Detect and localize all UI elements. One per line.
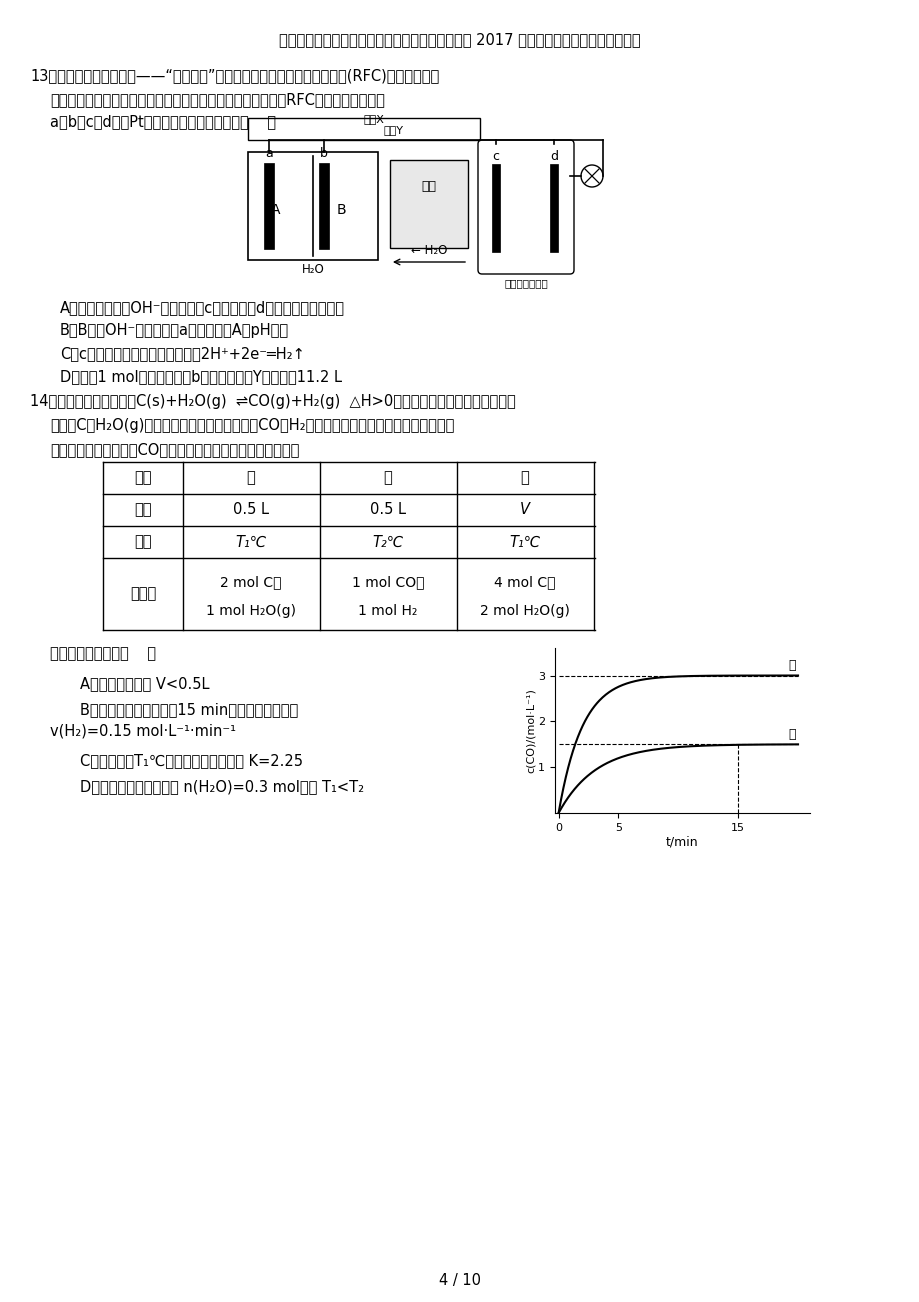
- Text: 温度: 温度: [134, 535, 152, 549]
- Bar: [319, 163, 329, 249]
- Text: B．甲容器中，反应在前15 min内的平均反应速率: B．甲容器中，反应在前15 min内的平均反应速率: [80, 702, 298, 717]
- Text: 4 mol C、: 4 mol C、: [494, 575, 555, 589]
- Text: T₁℃: T₁℃: [509, 535, 540, 549]
- Text: 1 mol H₂: 1 mol H₂: [357, 604, 417, 618]
- Text: 甲: 甲: [246, 470, 255, 486]
- Text: T₂℃: T₂℃: [372, 535, 403, 549]
- Text: 隔膜: 隔膜: [421, 180, 436, 193]
- Bar: [248, 152, 378, 260]
- Text: 碱性电解质溶液: 碱性电解质溶液: [504, 279, 548, 288]
- Text: 1 mol CO、: 1 mol CO、: [351, 575, 424, 589]
- Text: 0.5 L: 0.5 L: [369, 503, 405, 517]
- Text: 14．一定条件下存在反应C(s)+H₂O(g)  ⇌CO(g)+H₂(g)  △H>0。向甲、丙两个恒容容器中加入: 14．一定条件下存在反应C(s)+H₂O(g) ⇌CO(g)+H₂(g) △H>…: [30, 395, 516, 409]
- Text: 丙: 丙: [788, 659, 795, 672]
- Text: 表，甲、丙反应过程中CO的物质的量浓度随时间变化如下图。: 表，甲、丙反应过程中CO的物质的量浓度随时间变化如下图。: [50, 441, 299, 457]
- Text: 0.5 L: 0.5 L: [233, 503, 268, 517]
- Text: v(H₂)=0.15 mol·L⁻¹·min⁻¹: v(H₂)=0.15 mol·L⁻¹·min⁻¹: [50, 723, 236, 738]
- Text: C．c是正极，电极上的电极反应为2H⁺+2e⁻═H₂↑: C．c是正极，电极上的电极反应为2H⁺+2e⁻═H₂↑: [60, 346, 304, 361]
- Text: 乙: 乙: [383, 470, 391, 486]
- Bar: [264, 163, 274, 249]
- Text: d: d: [550, 150, 558, 163]
- Text: C．当温度为T₁℃时，反应的平衡常数 K=2.25: C．当温度为T₁℃时，反应的平衡常数 K=2.25: [80, 753, 302, 768]
- Text: 2 mol C、: 2 mol C、: [220, 575, 281, 589]
- Text: 4 / 10: 4 / 10: [438, 1272, 481, 1288]
- Text: 一定量C和H₂O(g)，向乙恒容容器中加入一定量CO和H₂，各容器中温度、反应物的起始量如下: 一定量C和H₂O(g)，向乙恒容容器中加入一定量CO和H₂，各容器中温度、反应物…: [50, 418, 454, 434]
- Text: 气体Y: 气体Y: [383, 125, 403, 135]
- Text: c: c: [492, 150, 499, 163]
- Text: T₁℃: T₁℃: [235, 535, 267, 549]
- Text: B: B: [335, 203, 346, 217]
- FancyBboxPatch shape: [478, 141, 573, 273]
- Circle shape: [581, 165, 602, 187]
- Bar: [492, 164, 499, 253]
- Bar: [550, 164, 558, 253]
- Text: 1 mol H₂O(g): 1 mol H₂O(g): [206, 604, 296, 618]
- Bar: [390, 160, 468, 247]
- Text: 气体X: 气体X: [363, 115, 384, 124]
- Text: 容积: 容积: [134, 503, 152, 517]
- Y-axis label: c(CO)/(mol·L⁻¹): c(CO)/(mol·L⁻¹): [525, 687, 535, 773]
- Text: 容器: 容器: [134, 470, 152, 486]
- Text: H₂O: H₂O: [301, 263, 324, 276]
- Text: B．B区的OH⁻通过隔膜向a电极移动，A区pH增大: B．B区的OH⁻通过隔膜向a电极移动，A区pH增大: [60, 323, 289, 339]
- Text: 丙: 丙: [520, 470, 528, 486]
- Text: 下列说法正确的是（    ）: 下列说法正确的是（ ）: [50, 646, 156, 661]
- Text: A: A: [271, 203, 280, 217]
- Text: b: b: [320, 147, 327, 160]
- Text: 起始量: 起始量: [130, 586, 156, 602]
- Text: ← H₂O: ← H₂O: [411, 243, 447, 256]
- Text: 甲: 甲: [788, 728, 795, 741]
- Text: 安徽省安庆市第十中学、安庆二中、桐城天成中学 2017 届高三化学上学期期末联考试题: 安徽省安庆市第十中学、安庆二中、桐城天成中学 2017 届高三化学上学期期末联考…: [278, 33, 641, 47]
- Text: V: V: [519, 503, 529, 517]
- Text: 13．中国首个空间实验室——“天宫一号”的供电系统中有再生氢氧燃料电池(RFC)，它是一种将: 13．中国首个空间实验室——“天宫一号”的供电系统中有再生氢氧燃料电池(RFC)…: [30, 68, 438, 83]
- Bar: [248, 118, 480, 141]
- Text: a: a: [265, 147, 273, 160]
- Text: 2 mol H₂O(g): 2 mol H₂O(g): [480, 604, 569, 618]
- Text: 水电解技术与氢氧燃料电池技术相结合的可充电电池。下图为RFC工作原理示意图，: 水电解技术与氢氧燃料电池技术相结合的可充电电池。下图为RFC工作原理示意图，: [50, 92, 384, 107]
- Text: A．丙容器的容积 V<0.5L: A．丙容器的容积 V<0.5L: [80, 676, 210, 691]
- Text: D．乙容器中，若平衡时 n(H₂O)=0.3 mol，则 T₁<T₂: D．乙容器中，若平衡时 n(H₂O)=0.3 mol，则 T₁<T₂: [80, 779, 364, 794]
- Text: a、b、c、d均为Pt电极。下列说法正确的是（    ）: a、b、c、d均为Pt电极。下列说法正确的是（ ）: [50, 115, 276, 129]
- Text: D．当有1 mol电子转移时，b电极产生气体Y的体积为11.2 L: D．当有1 mol电子转移时，b电极产生气体Y的体积为11.2 L: [60, 368, 342, 384]
- X-axis label: t/min: t/min: [665, 836, 698, 849]
- Text: A．图中右管中的OH⁻通过隔膜向c电极移动，d电极上发生还原反应: A．图中右管中的OH⁻通过隔膜向c电极移动，d电极上发生还原反应: [60, 299, 345, 315]
